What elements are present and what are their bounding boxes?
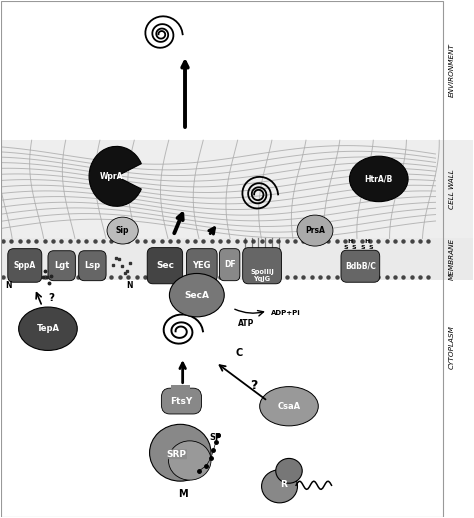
Text: CYTOPLASM: CYTOPLASM [449, 325, 455, 369]
Text: N: N [6, 281, 12, 291]
Text: FtsY: FtsY [170, 397, 192, 406]
Text: S: S [360, 245, 365, 250]
FancyBboxPatch shape [79, 251, 106, 281]
Text: YEG: YEG [192, 261, 211, 270]
Ellipse shape [297, 215, 333, 246]
FancyBboxPatch shape [161, 388, 201, 414]
FancyBboxPatch shape [147, 248, 182, 284]
Text: CsaA: CsaA [277, 402, 301, 411]
Text: Sip: Sip [116, 226, 129, 235]
Text: ?: ? [250, 379, 257, 392]
FancyBboxPatch shape [186, 249, 217, 282]
Text: CELL WALL: CELL WALL [449, 169, 455, 209]
FancyBboxPatch shape [8, 249, 42, 282]
Text: SppA: SppA [14, 261, 36, 270]
Text: H: H [365, 239, 370, 244]
Text: YqjG: YqjG [254, 276, 271, 282]
Text: ENVIRONMENT: ENVIRONMENT [449, 44, 455, 97]
Bar [0, 140, 474, 238]
Text: ?: ? [49, 293, 55, 303]
Text: PrsA: PrsA [305, 226, 325, 235]
Text: N: N [126, 281, 133, 291]
Ellipse shape [150, 424, 211, 481]
Text: ATP: ATP [238, 319, 255, 328]
Ellipse shape [18, 307, 77, 351]
Text: SecA: SecA [184, 291, 210, 299]
Text: TepA: TepA [36, 324, 59, 333]
Bar [171, 385, 190, 389]
Text: SRP: SRP [166, 450, 186, 459]
Text: BdbB/C: BdbB/C [345, 262, 376, 271]
Ellipse shape [262, 470, 298, 503]
Text: C: C [236, 348, 243, 358]
Text: ADP+Pi: ADP+Pi [271, 310, 301, 316]
Ellipse shape [276, 458, 302, 483]
Text: MEMBRANE: MEMBRANE [449, 238, 455, 280]
Ellipse shape [168, 441, 211, 480]
Text: S: S [343, 245, 348, 250]
Text: H: H [347, 239, 353, 244]
FancyBboxPatch shape [48, 251, 75, 281]
Text: SpoIIIJ: SpoIIIJ [250, 269, 274, 276]
Ellipse shape [260, 386, 318, 426]
Text: Sec: Sec [156, 261, 174, 270]
FancyBboxPatch shape [243, 248, 282, 284]
Bar [0, 238, 474, 280]
FancyBboxPatch shape [341, 250, 380, 282]
Wedge shape [89, 147, 141, 206]
Text: M: M [178, 489, 187, 499]
Bar [0, 280, 474, 517]
Text: SP: SP [210, 433, 222, 442]
Text: S: S [369, 245, 374, 250]
Text: Lgt: Lgt [54, 261, 69, 270]
Text: DF: DF [224, 260, 236, 269]
Text: HtrA/B: HtrA/B [365, 175, 393, 183]
Text: Lsp: Lsp [84, 261, 100, 270]
Text: S: S [352, 245, 356, 250]
Ellipse shape [169, 274, 224, 317]
Ellipse shape [349, 156, 408, 202]
Text: R: R [280, 480, 287, 490]
Text: WprA: WprA [100, 172, 124, 181]
Ellipse shape [107, 217, 138, 244]
FancyBboxPatch shape [219, 249, 240, 281]
